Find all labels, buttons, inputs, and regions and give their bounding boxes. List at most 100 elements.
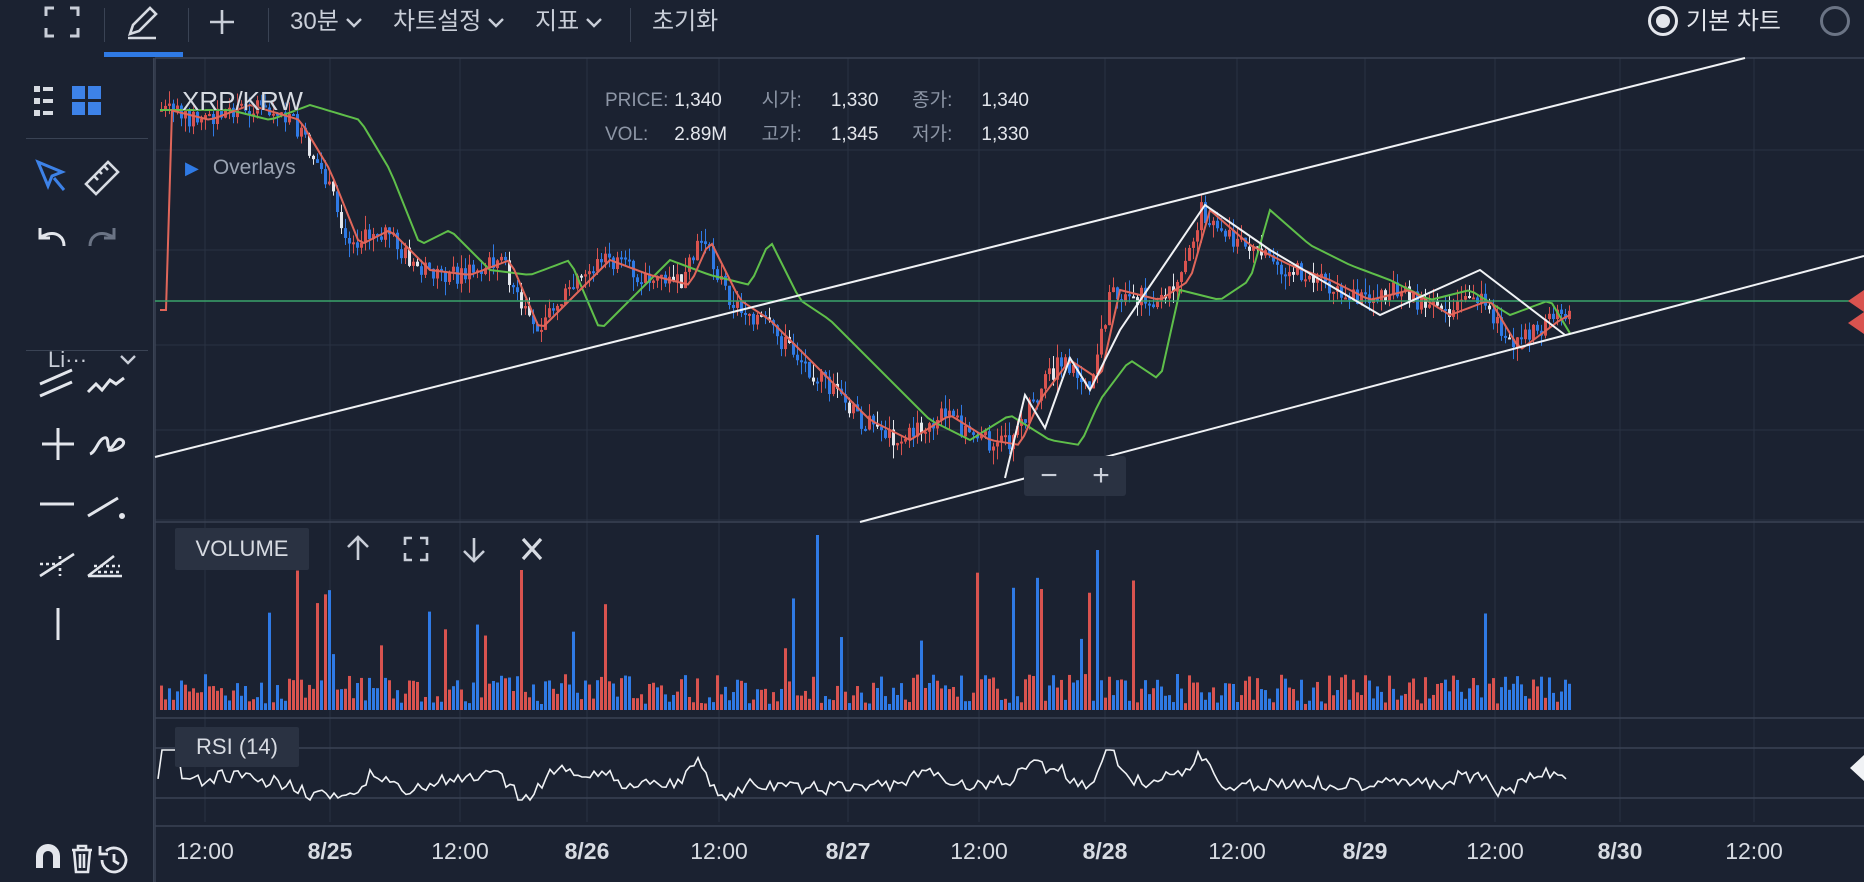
candle-body xyxy=(1352,289,1355,301)
candle-body xyxy=(1508,337,1511,340)
volume-bar xyxy=(532,684,535,710)
chart-mode-basic-label: 기본 차트 xyxy=(1686,8,1781,35)
chart-mode-basic-radio[interactable]: 기본 차트 xyxy=(1648,4,1781,40)
volume-bar xyxy=(1288,687,1291,710)
candle-body xyxy=(436,268,439,279)
volume-bar xyxy=(904,699,907,710)
close-label: 종가: xyxy=(912,90,953,111)
candle-body xyxy=(1432,301,1435,305)
candle-body xyxy=(644,273,647,284)
pane-borders xyxy=(154,57,1864,882)
chart-settings-dropdown[interactable]: 차트설정 xyxy=(393,4,505,40)
candle-body xyxy=(484,268,487,275)
candle-body xyxy=(884,430,887,438)
indicators-dropdown[interactable]: 지표 xyxy=(535,4,603,40)
volume-bar xyxy=(1136,702,1139,710)
polyline-icon[interactable] xyxy=(84,362,128,406)
candle-body xyxy=(1140,287,1143,306)
moving-averages xyxy=(160,103,1571,446)
crosshair-tool-icon[interactable] xyxy=(36,422,80,466)
volume-bar xyxy=(1056,687,1059,710)
trash-icon[interactable] xyxy=(60,838,104,882)
volume-bar xyxy=(1504,676,1507,710)
line-style-dropdown[interactable]: Li··· xyxy=(48,338,148,382)
volume-bar xyxy=(956,696,959,710)
volume-bar xyxy=(796,695,799,710)
high-label: 고가: xyxy=(761,124,802,145)
candle-body xyxy=(872,415,875,425)
candle-body xyxy=(592,271,595,274)
volume-bar xyxy=(1196,682,1199,710)
volume-bar xyxy=(1256,678,1259,710)
pencil-icon[interactable] xyxy=(120,2,164,42)
reset-button[interactable]: 초기화 xyxy=(652,8,719,35)
volume-bar xyxy=(1352,679,1355,710)
volume-bar xyxy=(552,688,555,710)
fullscreen-icon[interactable] xyxy=(40,2,84,42)
cursor-select-icon[interactable] xyxy=(30,156,74,200)
volume-bar xyxy=(892,687,895,710)
candle-body xyxy=(1440,305,1443,310)
candle-body xyxy=(444,272,447,282)
layout-grid-icon[interactable] xyxy=(68,78,112,122)
zoom-out-button[interactable]: − xyxy=(1040,459,1058,492)
candle-body xyxy=(1332,291,1335,294)
ray-line-icon[interactable] xyxy=(36,542,80,586)
chart-settings-label: 차트설정 xyxy=(393,8,482,35)
chevron-down-icon xyxy=(488,17,505,28)
candle-body xyxy=(1008,435,1011,450)
redo-icon[interactable] xyxy=(80,216,124,260)
candle-body xyxy=(584,274,587,277)
overlays-toggle[interactable]: ▶ Overlays xyxy=(185,156,296,180)
layout-list-icon[interactable] xyxy=(30,78,74,122)
candle-body xyxy=(1152,304,1155,308)
magnet-icon[interactable] xyxy=(28,838,72,882)
volume-bar xyxy=(1432,694,1435,710)
volume-bar xyxy=(396,690,399,710)
volume-bar xyxy=(728,700,731,710)
crosshair-plus-icon[interactable] xyxy=(200,2,244,42)
maximize-pane-icon[interactable] xyxy=(396,530,436,568)
candle-body xyxy=(400,249,403,259)
volume-bar xyxy=(1448,691,1451,710)
volume-bar xyxy=(252,699,255,710)
parallel-channel-icon[interactable] xyxy=(36,362,80,406)
candle-body xyxy=(1156,300,1159,308)
volume-bar xyxy=(872,682,875,710)
candle-body xyxy=(752,313,755,325)
chart-mode-alt-radio[interactable] xyxy=(1820,4,1858,40)
volume-bar xyxy=(1144,680,1147,710)
zoom-in-button[interactable]: + xyxy=(1092,459,1110,492)
timeframe-dropdown[interactable]: 30분 xyxy=(290,4,363,40)
volume-bar xyxy=(1420,703,1423,710)
candle-body xyxy=(1520,337,1523,340)
vertical-line-icon[interactable] xyxy=(36,602,80,646)
freehand-brush-icon[interactable] xyxy=(84,422,128,466)
trend-line-icon[interactable] xyxy=(84,482,128,526)
volume-bar xyxy=(1124,680,1127,710)
volume-bar xyxy=(1468,688,1471,710)
close-pane-icon[interactable] xyxy=(512,530,552,568)
volume-bar xyxy=(824,696,827,710)
volume-bar xyxy=(1040,589,1043,710)
move-down-icon[interactable] xyxy=(454,530,494,568)
candle-body xyxy=(368,229,371,240)
volume-bar xyxy=(708,697,711,710)
candle-body xyxy=(776,325,779,337)
horizontal-line-icon[interactable] xyxy=(36,482,80,526)
move-up-icon[interactable] xyxy=(338,530,378,568)
ruler-icon[interactable] xyxy=(80,156,124,200)
volume-bar xyxy=(668,701,671,710)
candle-body xyxy=(328,181,331,185)
undo-icon[interactable] xyxy=(30,216,74,260)
reset-view-icon[interactable] xyxy=(92,838,136,882)
volume-bar xyxy=(676,691,679,710)
volume-bar xyxy=(280,698,283,710)
candle-body xyxy=(700,240,703,243)
candle-body xyxy=(1420,297,1423,310)
volume-bar xyxy=(908,702,911,710)
x-axis-tick-label: 8/28 xyxy=(1082,838,1128,864)
low-value: 1,330 xyxy=(981,124,1029,145)
fib-fan-icon[interactable] xyxy=(84,542,128,586)
